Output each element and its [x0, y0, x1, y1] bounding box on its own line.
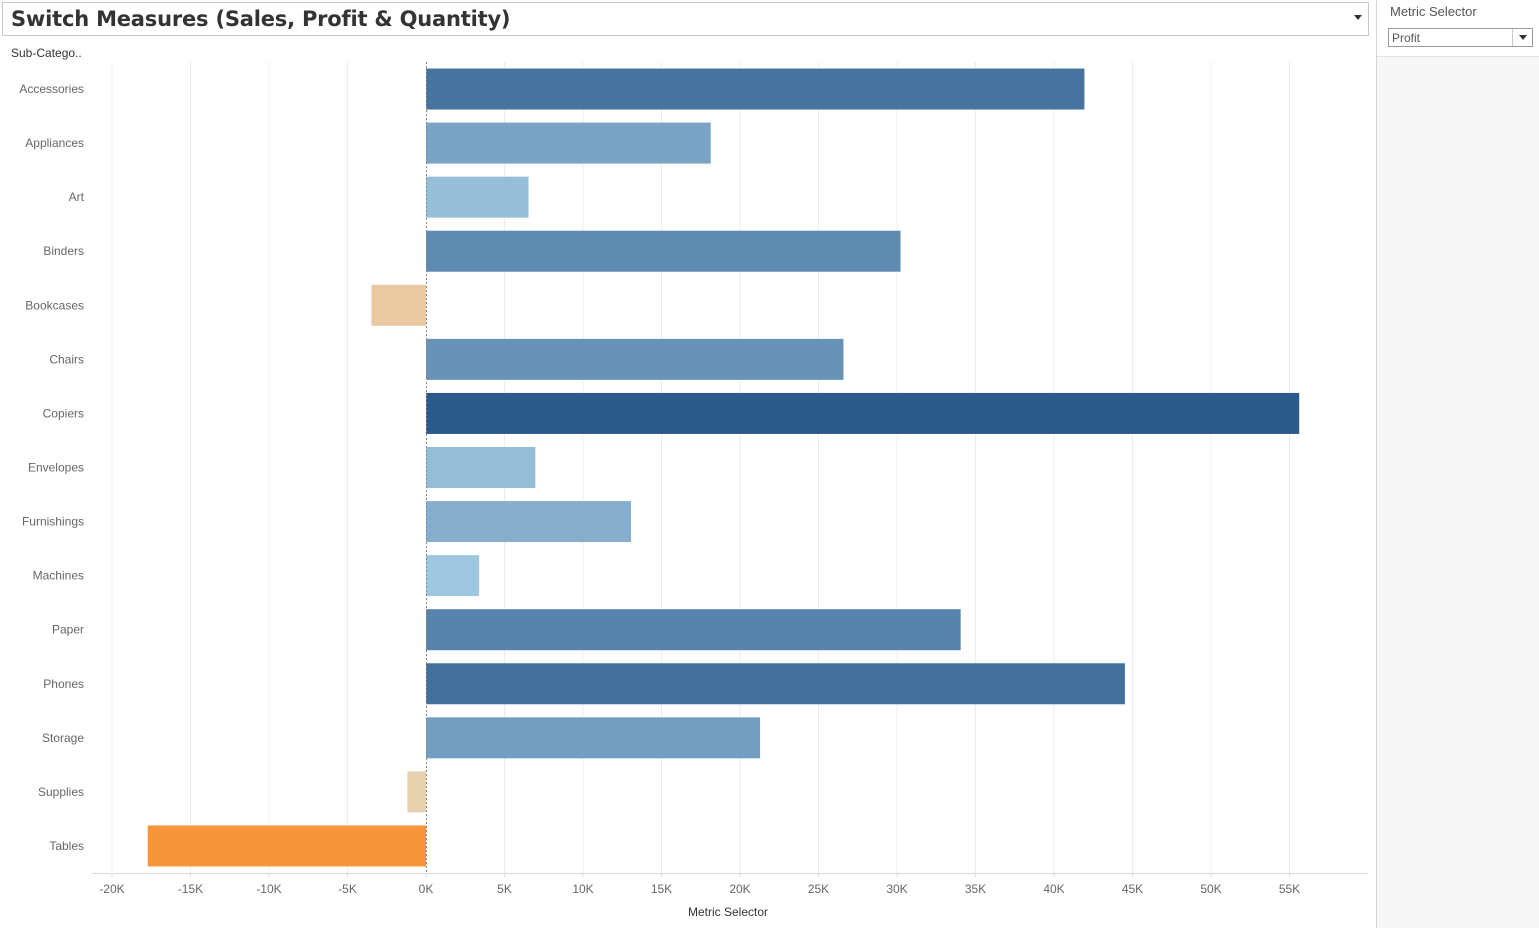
bar-machines	[426, 555, 480, 597]
bar-storage	[426, 717, 761, 759]
x-axis-title: Metric Selector	[687, 905, 769, 919]
category-label: Storage	[42, 731, 84, 745]
parameter-label: Metric Selector	[1390, 4, 1477, 19]
category-label: Paper	[52, 623, 84, 637]
parameter-control: Metric Selector Profit	[1377, 0, 1539, 57]
metric-selector-value: Profit	[1392, 31, 1421, 45]
bar-tables	[147, 825, 426, 867]
x-tick-label: 30K	[886, 882, 907, 896]
category-label: Furnishings	[22, 515, 84, 529]
bar-chart: Accessories Appliances Art Binders Bookcases…	[19, 62, 1368, 896]
x-tick-label: 55K	[1279, 882, 1300, 896]
x-tick-label: -5K	[338, 882, 357, 896]
category-label: Machines	[33, 569, 84, 583]
x-tick-label: 20K	[729, 882, 750, 896]
bar-art	[426, 176, 529, 218]
category-label: Phones	[43, 677, 84, 691]
bar-phones	[426, 663, 1125, 705]
bar-paper	[426, 609, 961, 651]
x-tick-label: 35K	[965, 882, 986, 896]
x-tick-label: 50K	[1200, 882, 1221, 896]
x-tick-label: -20K	[99, 882, 124, 896]
category-label: Art	[69, 190, 85, 204]
row-header-label: Sub-Catego..	[11, 46, 82, 60]
category-label: Envelopes	[28, 461, 84, 475]
x-tick-label: 25K	[808, 882, 829, 896]
bar-copiers	[426, 392, 1300, 434]
x-tick-label: 15K	[651, 882, 672, 896]
metric-selector-dropdown[interactable]: Profit	[1388, 28, 1533, 47]
category-label: Appliances	[25, 136, 84, 150]
category-label: Binders	[43, 244, 84, 258]
bar-supplies	[407, 771, 426, 813]
chevron-down-icon[interactable]	[1512, 29, 1532, 46]
category-label: Copiers	[43, 406, 84, 420]
chevron-down-icon[interactable]	[1354, 15, 1362, 20]
x-tick-label: 40K	[1043, 882, 1064, 896]
category-label: Tables	[49, 839, 84, 853]
title-bar[interactable]: Switch Measures (Sales, Profit & Quantit…	[2, 2, 1369, 36]
bar-chairs	[426, 338, 844, 380]
bar-binders	[426, 230, 901, 272]
category-label: Supplies	[38, 785, 84, 799]
x-tick-label: 5K	[497, 882, 512, 896]
bar-furnishings	[426, 501, 632, 543]
category-label: Chairs	[49, 352, 84, 366]
x-tick-label: -10K	[256, 882, 281, 896]
x-tick-label: 10K	[572, 882, 593, 896]
x-tick-label: -15K	[178, 882, 203, 896]
right-panel: Metric Selector Profit	[1376, 0, 1539, 928]
bar-bookcases	[371, 284, 426, 326]
x-tick-label: 45K	[1122, 882, 1143, 896]
category-label: Accessories	[19, 82, 84, 96]
bar-appliances	[426, 122, 711, 164]
bar-accessories	[426, 68, 1085, 110]
bar-envelopes	[426, 447, 536, 488]
page-title: Switch Measures (Sales, Profit & Quantit…	[11, 7, 511, 31]
x-tick-label: 0K	[419, 882, 434, 896]
category-label: Bookcases	[25, 298, 84, 312]
